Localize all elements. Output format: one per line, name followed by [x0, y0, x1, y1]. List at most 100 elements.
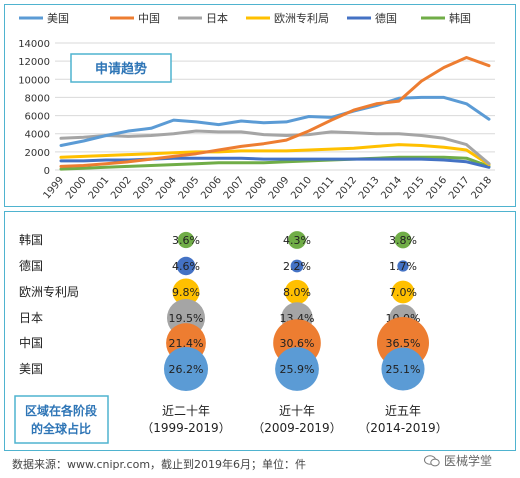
y-tick-label: 10000	[18, 75, 50, 86]
y-tick-label: 0	[44, 166, 50, 177]
bubble-ep	[391, 280, 415, 304]
x-tick-label: 2013	[357, 175, 382, 202]
legend-label-cn: 中国	[138, 12, 160, 25]
x-tick-label: 2016	[424, 175, 449, 202]
category-label: （2014-2019）	[358, 421, 447, 435]
legend-item-ep: 欧洲专利局	[246, 11, 329, 25]
row-label-kr: 韩国	[19, 232, 43, 247]
bubble-de	[176, 256, 196, 276]
row-label-ep: 欧洲专利局	[19, 284, 79, 299]
bubble-label-kr: 4.3%	[283, 234, 311, 247]
line-chart: 美国 中国 日本 欧洲专利局 德国 韩国 0 2000 4000 6000 8000 10000 120…	[18, 11, 495, 202]
row-label-de: 德国	[19, 258, 43, 273]
legend-label-us: 美国	[47, 12, 69, 25]
bubble-de	[290, 259, 304, 273]
category-label: 近二十年	[162, 404, 210, 418]
x-tick-label: 2010	[289, 175, 314, 202]
chart-title-box: 申请趋势	[70, 53, 172, 83]
bubble-label-us: 26.2%	[169, 363, 204, 376]
y-tick-label: 6000	[25, 112, 50, 123]
chart-title: 申请趋势	[95, 61, 147, 77]
x-tick-label: 2011	[312, 175, 337, 202]
x-tick-label: 2001	[87, 175, 112, 202]
x-tick-label: 2005	[177, 175, 202, 202]
row-label-jp: 日本	[19, 311, 43, 325]
x-tick-label: 2000	[64, 175, 89, 202]
category-label: （1999-2019）	[141, 421, 230, 435]
bubble-label-de: 2.2%	[283, 260, 311, 273]
x-tick-label: 2015	[402, 175, 427, 202]
bubble-label-us: 25.1%	[386, 363, 421, 376]
legend-label-kr: 韩国	[449, 11, 471, 25]
legend-label-jp: 日本	[206, 11, 228, 25]
legend-label-ep: 欧洲专利局	[274, 11, 329, 25]
bubble-kr	[394, 231, 412, 249]
x-tick-label: 2004	[154, 175, 179, 202]
bubble-label-kr: 3.8%	[389, 234, 417, 247]
x-tick-label: 2014	[379, 175, 404, 202]
x-tick-label: 2007	[222, 175, 247, 202]
series-line-jp	[59, 129, 491, 166]
y-tick-label: 2000	[25, 148, 50, 159]
series-line-us	[59, 95, 491, 147]
x-tick-label: 2003	[132, 175, 157, 202]
bubble-kr	[177, 231, 195, 249]
y-tick-label: 8000	[25, 93, 50, 104]
y-tick-label: 12000	[18, 57, 50, 68]
x-tick-label: 2002	[109, 175, 134, 202]
bubble-label-jp: 19.5%	[169, 312, 204, 325]
bubble-de	[397, 260, 409, 272]
series-line-ep	[59, 143, 491, 167]
line-chart-panel: 美国 中国 日本 欧洲专利局 德国 韩国 0 2000 4000 6000 8000 10000 120…	[4, 4, 516, 207]
legend-item-jp: 日本	[178, 11, 228, 25]
bubble-kr	[288, 231, 306, 249]
category-label: （2009-2019）	[252, 421, 341, 435]
category-label: 近五年	[385, 404, 421, 418]
legend-item-kr: 韩国	[421, 11, 471, 25]
legend-item-de: 德国	[347, 11, 397, 25]
bubble-label-cn: 30.6%	[280, 337, 315, 350]
bubble-label-ep: 9.8%	[172, 286, 200, 299]
bubble-label-de: 4.6%	[172, 260, 200, 273]
bubble-label-ep: 8.0%	[283, 286, 311, 299]
bubble-label-cn: 21.4%	[169, 337, 204, 350]
legend-item-us: 美国	[19, 12, 69, 25]
bubble-label-kr: 3.6%	[172, 234, 200, 247]
bubble-label-de: 1.7%	[389, 260, 417, 273]
bubble-us	[163, 346, 209, 392]
x-tick-label: 2008	[244, 175, 269, 202]
bubble-us	[275, 347, 319, 391]
watermark-text: 医械学堂	[444, 454, 493, 468]
callout-text: 区域在各阶段	[25, 403, 98, 418]
y-tick-label: 14000	[18, 39, 50, 50]
legend-label-de: 德国	[375, 11, 397, 25]
series-line-cn	[59, 56, 491, 168]
bubble-label-cn: 36.5%	[386, 337, 421, 350]
bubble-ep	[284, 279, 310, 305]
row-label-us: 美国	[19, 362, 43, 376]
x-tick-label: 2017	[447, 175, 472, 202]
bubble-chart-panel: 韩国 3.6% 4.3% 3.8% 德国 4.6% 2.2% 1.7% 欧洲专利局 9.8% 8.0…	[4, 211, 516, 451]
legend-item-cn: 中国	[110, 12, 160, 25]
x-tick-label: 2018	[470, 175, 495, 202]
x-tick-label: 2009	[267, 175, 292, 202]
category-label: 近十年	[279, 404, 315, 418]
x-tick-label: 1999	[42, 175, 67, 202]
callout-frame	[14, 395, 109, 444]
row-label-cn: 中国	[19, 335, 43, 350]
data-source-footer: 数据来源：www.cnipr.com，截止到2019年6月；单位：件	[12, 458, 307, 471]
series-line-kr	[59, 155, 491, 171]
x-tick-label: 2012	[334, 175, 359, 202]
bubble-ep	[172, 278, 200, 306]
y-tick-label: 4000	[25, 130, 50, 141]
watermark: 医械学堂	[424, 452, 492, 469]
chart-title-frame	[70, 53, 172, 83]
x-tick-label: 2006	[199, 175, 224, 202]
bubble-us	[381, 347, 425, 391]
bubble-label-us: 25.9%	[280, 363, 315, 376]
wechat-icon	[424, 454, 440, 466]
bubble-chart: 韩国 3.6% 4.3% 3.8% 德国 4.6% 2.2% 1.7% 欧洲专利局 9.8% 8.0…	[14, 231, 448, 444]
bubble-label-ep: 7.0%	[389, 286, 417, 299]
callout-text: 的全球占比	[31, 421, 91, 436]
